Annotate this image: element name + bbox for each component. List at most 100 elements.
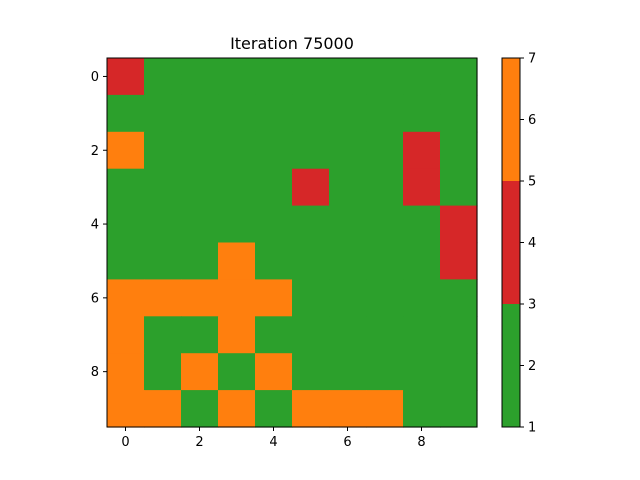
heatmap-cell <box>366 205 404 244</box>
heatmap-cell <box>144 242 182 280</box>
heatmap-cell <box>144 58 182 96</box>
heatmap-cell <box>144 316 182 354</box>
heatmap-cell <box>181 390 219 428</box>
heatmap-cell <box>440 279 478 317</box>
heatmap-cell <box>329 390 367 428</box>
heatmap-cell <box>218 94 256 133</box>
heatmap-cell <box>255 316 293 354</box>
heatmap-cell <box>440 353 478 391</box>
heatmap-cell <box>144 353 182 391</box>
heatmap-cell <box>366 279 404 317</box>
heatmap-cell <box>292 390 330 428</box>
colorbar-axis: 1 2 3 4 5 6 7 <box>520 52 536 436</box>
heatmap-cell <box>366 94 404 133</box>
heatmap-cell <box>144 131 182 170</box>
y-tick-label: 2 <box>91 144 99 159</box>
heatmap-cells <box>107 58 478 428</box>
heatmap-cell <box>440 390 478 428</box>
heatmap-cell <box>403 94 441 133</box>
heatmap-cell <box>440 242 478 280</box>
y-tick-label: 0 <box>91 70 99 85</box>
heatmap-cell <box>292 353 330 391</box>
heatmap-cell <box>329 58 367 96</box>
heatmap-cell <box>218 316 256 354</box>
heatmap-cell <box>181 316 219 354</box>
heatmap-cell <box>366 390 404 428</box>
heatmap-cell <box>181 131 219 170</box>
heatmap-cell <box>181 353 219 391</box>
heatmap-cell <box>292 94 330 133</box>
heatmap-cell <box>366 242 404 280</box>
heatmap-cell <box>403 205 441 244</box>
heatmap-cell <box>255 58 293 96</box>
heatmap-cell <box>255 279 293 317</box>
heatmap-cell <box>292 242 330 280</box>
heatmap-cell <box>144 279 182 317</box>
x-tick-label: 6 <box>343 435 351 450</box>
heatmap-cell <box>366 131 404 170</box>
heatmap-cell <box>144 94 182 133</box>
colorbar-band <box>502 58 520 181</box>
heatmap-cell <box>181 242 219 280</box>
heatmap-cell <box>218 131 256 170</box>
heatmap-cell <box>403 131 441 170</box>
heatmap-cell <box>403 353 441 391</box>
heatmap-cell <box>403 58 441 96</box>
heatmap-cell <box>329 205 367 244</box>
heatmap-cell <box>144 168 182 207</box>
heatmap-cell <box>255 390 293 428</box>
heatmap-cell <box>107 131 145 170</box>
heatmap-cell <box>144 390 182 428</box>
colorbar-tick-label: 6 <box>528 113 536 128</box>
y-tick-label: 8 <box>91 365 99 380</box>
heatmap-cell <box>181 279 219 317</box>
chart-title: Iteration 75000 <box>230 34 354 53</box>
y-tick-label: 6 <box>91 291 99 306</box>
heatmap-cell <box>218 279 256 317</box>
heatmap-cell <box>107 168 145 207</box>
x-axis: 0 2 4 6 8 <box>121 427 426 450</box>
heatmap-cell <box>329 131 367 170</box>
colorbar-tick-label: 1 <box>528 421 536 436</box>
heatmap-cell <box>366 168 404 207</box>
plot-frame <box>106 57 478 428</box>
heatmap-cell <box>403 316 441 354</box>
heatmap-cell <box>255 168 293 207</box>
colorbar-tick-label: 7 <box>528 52 536 67</box>
heatmap-cell <box>329 353 367 391</box>
heatmap-cell <box>292 58 330 96</box>
heatmap-cell <box>218 58 256 96</box>
heatmap-cell <box>181 58 219 96</box>
heatmap-cell <box>403 279 441 317</box>
heatmap-cell <box>440 205 478 244</box>
heatmap-cell <box>292 316 330 354</box>
heatmap-cell <box>329 242 367 280</box>
heatmap-cell <box>181 205 219 244</box>
colorbar-band <box>502 181 520 304</box>
heatmap-cell <box>255 353 293 391</box>
heatmap-cell <box>292 279 330 317</box>
heatmap-cell <box>107 279 145 317</box>
heatmap-cell <box>329 316 367 354</box>
heatmap-cell <box>181 94 219 133</box>
heatmap-cell <box>440 131 478 170</box>
colorbar-tick-label: 4 <box>528 236 536 251</box>
y-axis: 0 2 4 6 8 <box>91 70 107 380</box>
heatmap-cell <box>107 205 145 244</box>
colorbar-tick-label: 2 <box>528 359 536 374</box>
heatmap-cell <box>440 94 478 133</box>
x-tick-label: 8 <box>417 435 425 450</box>
heatmap-cell <box>366 58 404 96</box>
colorbar-tick-label: 3 <box>528 298 536 313</box>
heatmap-cell <box>440 168 478 207</box>
x-tick-label: 0 <box>121 435 129 450</box>
heatmap-cell <box>292 205 330 244</box>
heatmap-cell <box>107 94 145 133</box>
heatmap-cell <box>292 131 330 170</box>
x-tick-label: 4 <box>269 435 277 450</box>
heatmap-cell <box>440 58 478 96</box>
heatmap-cell <box>329 94 367 133</box>
heatmap-cell <box>403 390 441 428</box>
heatmap-cell <box>403 242 441 280</box>
